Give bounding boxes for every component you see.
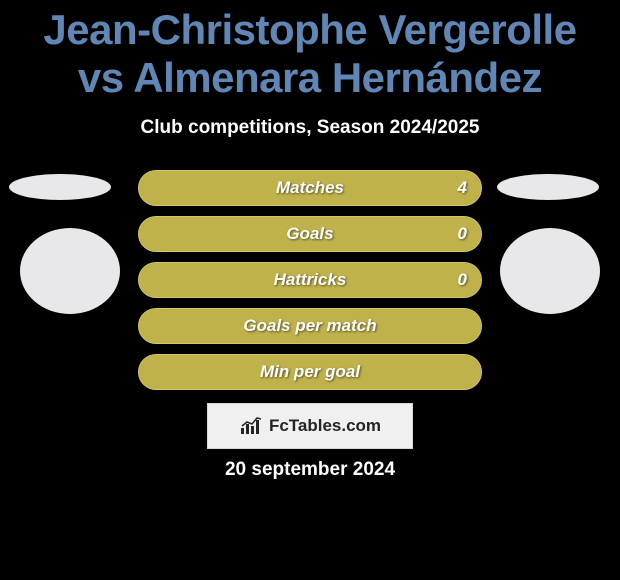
club-crest-right: 1986 [500,228,600,314]
stat-label: Matches [276,178,344,198]
comparison-subtitle: Club competitions, Season 2024/2025 [0,117,620,139]
player-photo-left [9,174,111,200]
comparison-title: Jean-Christophe Vergerolle vs Almenara H… [0,0,620,103]
stat-row: Goals 0 [138,216,482,252]
stat-row: Goals per match [138,308,482,344]
brand-text: FcTables.com [269,416,381,436]
stat-label: Hattricks [274,270,347,290]
stat-row: Matches 4 [138,170,482,206]
stat-row: Min per goal [138,354,482,390]
stat-value-right: 4 [458,178,467,198]
crest-bg [20,228,120,314]
club-crest-left: 1986 [20,228,120,314]
stat-label: Goals [286,224,333,244]
player-photo-right [497,174,599,200]
stat-label: Min per goal [260,362,360,382]
stat-value-right: 0 [458,270,467,290]
brand-badge[interactable]: FcTables.com [207,403,413,449]
stat-label: Goals per match [243,316,376,336]
stats-container: Matches 4 Goals 0 Hattricks 0 Goals per match M… [138,170,482,400]
stat-row: Hattricks 0 [138,262,482,298]
stat-value-right: 0 [458,224,467,244]
crest-bg [500,228,600,314]
snapshot-date: 20 september 2024 [0,459,620,481]
bar-chart-icon [239,416,265,436]
